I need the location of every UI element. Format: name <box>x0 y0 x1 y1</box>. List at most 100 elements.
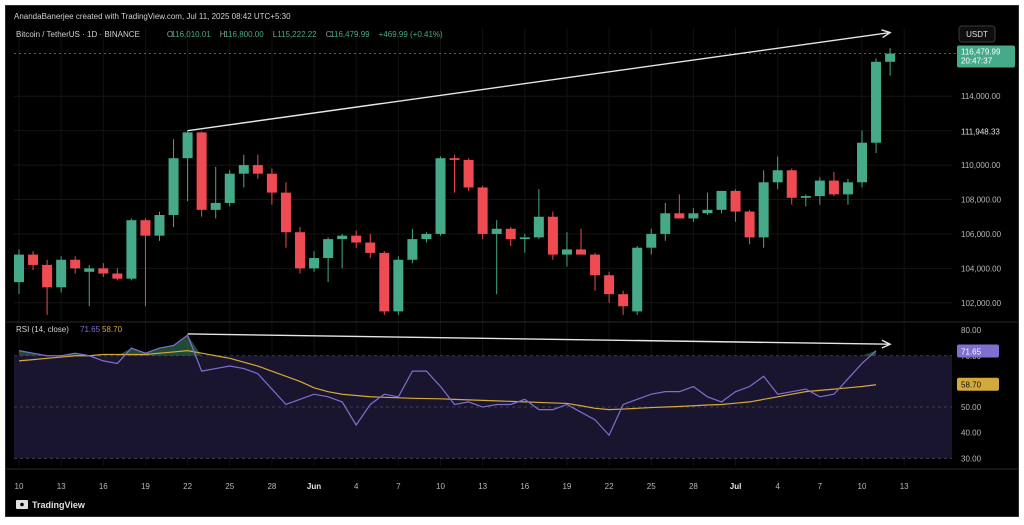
rsi-axis-label: 40.00 <box>961 429 982 438</box>
candle-body[interactable] <box>280 192 291 233</box>
candle-body[interactable] <box>800 196 811 198</box>
candle-body[interactable] <box>646 233 657 248</box>
symbol-title: Bitcoin / TetherUS · 1D · BINANCE <box>16 30 140 39</box>
candle-body[interactable] <box>98 268 109 274</box>
candle-body[interactable] <box>252 165 263 174</box>
legend-close: 116,479.99 <box>330 30 370 39</box>
candle-body[interactable] <box>857 142 867 183</box>
time-axis-label: 10 <box>15 482 24 491</box>
candle-body[interactable] <box>632 247 643 312</box>
candle-body[interactable] <box>449 158 460 160</box>
candle-body[interactable] <box>561 249 572 255</box>
candle-body[interactable] <box>309 258 320 269</box>
last-price-box <box>957 45 1015 68</box>
candle-body[interactable] <box>576 249 586 255</box>
rsi-axis-label: 80.00 <box>961 326 982 335</box>
time-axis-label: 16 <box>520 482 529 491</box>
candle-body[interactable] <box>885 53 896 62</box>
legend-high-label: H <box>220 30 226 39</box>
candle-body[interactable] <box>14 254 24 283</box>
candle-body[interactable] <box>519 237 530 240</box>
rsi-ma-line <box>18 350 877 411</box>
candle-body[interactable] <box>786 170 797 198</box>
candle-body[interactable] <box>702 209 713 214</box>
price-axis-label: 104,000.00 <box>961 264 1002 273</box>
legend-high: 116,800.00 <box>224 30 264 39</box>
tradingview-chart[interactable]: 114,000.00112,000.00110,000.00108,000.00… <box>6 6 1019 517</box>
candle-body[interactable] <box>393 259 404 312</box>
tradingview-logo-dot <box>20 502 24 507</box>
legend-low: 115,222.22 <box>277 30 317 39</box>
candle-body[interactable] <box>505 228 516 240</box>
candle-body[interactable] <box>295 232 305 269</box>
candle-body[interactable] <box>351 235 362 243</box>
candle-body[interactable] <box>828 180 839 195</box>
candle-body[interactable] <box>477 187 488 234</box>
candle-body[interactable] <box>56 259 67 288</box>
candle-body[interactable] <box>814 180 825 197</box>
rsi-value-tag-label: 71.65 <box>961 348 982 357</box>
candle-body[interactable] <box>618 294 629 307</box>
time-axis-label: 7 <box>818 482 823 491</box>
trend-arrow-head <box>881 339 892 349</box>
candle-body[interactable] <box>365 242 376 253</box>
candle-body[interactable] <box>421 233 432 240</box>
candle-body[interactable] <box>238 165 249 174</box>
price-axis-label: 114,000.00 <box>961 92 1001 101</box>
candle-body[interactable] <box>28 254 39 265</box>
rsi-current-value: 71.65 <box>80 325 101 334</box>
candle-body[interactable] <box>168 158 179 216</box>
candle-body[interactable] <box>660 213 671 234</box>
candle-body[interactable] <box>42 264 53 288</box>
candle-body[interactable] <box>210 202 221 210</box>
candle-body[interactable] <box>842 182 853 195</box>
candle-body[interactable] <box>266 173 277 193</box>
legend-open: 116,010.01 <box>171 30 211 39</box>
legend-open-label: O <box>167 30 173 39</box>
time-axis-label: Jul <box>730 482 742 491</box>
currency-button[interactable] <box>958 25 996 43</box>
candle-body[interactable] <box>604 275 615 295</box>
time-axis-label: 4 <box>775 482 780 491</box>
candle-body[interactable] <box>323 239 334 259</box>
candle-body[interactable] <box>70 259 81 269</box>
candle-body[interactable] <box>758 182 769 238</box>
rsi-overbought-fill <box>61 353 90 356</box>
candle-body[interactable] <box>182 132 193 159</box>
candle-body[interactable] <box>871 61 882 143</box>
candle-body[interactable] <box>590 254 601 276</box>
candle-body[interactable] <box>112 273 123 279</box>
price-axis-label: 106,000.00 <box>961 230 1002 239</box>
candle-body[interactable] <box>154 215 165 236</box>
candle-body[interactable] <box>196 132 207 210</box>
candle-body[interactable] <box>407 239 418 260</box>
candle-body[interactable] <box>688 213 699 219</box>
last-price-label: 116,479.99 <box>961 48 1001 57</box>
legend-change: +469.99 (+0.41%) <box>379 30 443 39</box>
time-axis-label: 22 <box>605 482 614 491</box>
candle-body[interactable] <box>716 190 727 210</box>
candle-body[interactable] <box>224 173 235 203</box>
candle-body[interactable] <box>744 211 755 238</box>
time-axis-label: 19 <box>562 482 571 491</box>
candle-body[interactable] <box>337 235 348 240</box>
candle-body[interactable] <box>674 213 685 219</box>
candle-body[interactable] <box>772 170 783 183</box>
candle-body[interactable] <box>491 228 502 234</box>
candle-body[interactable] <box>463 159 474 188</box>
candle-body[interactable] <box>126 220 137 279</box>
candle-body[interactable] <box>533 216 544 238</box>
rsi-ma-tag <box>957 377 999 391</box>
candle-body[interactable] <box>730 190 741 212</box>
candle-body[interactable] <box>140 220 151 236</box>
time-axis-label: 4 <box>354 482 359 491</box>
candle-body[interactable] <box>84 268 95 272</box>
candle-body[interactable] <box>435 158 446 234</box>
marker-price-box <box>956 124 1016 140</box>
time-axis-label: 28 <box>267 482 276 491</box>
candle-body[interactable] <box>547 216 558 255</box>
time-axis-label: 25 <box>225 482 234 491</box>
trend-arrow-line[interactable] <box>187 333 891 345</box>
trend-arrow-line[interactable] <box>187 31 891 132</box>
candle-body[interactable] <box>379 252 390 312</box>
